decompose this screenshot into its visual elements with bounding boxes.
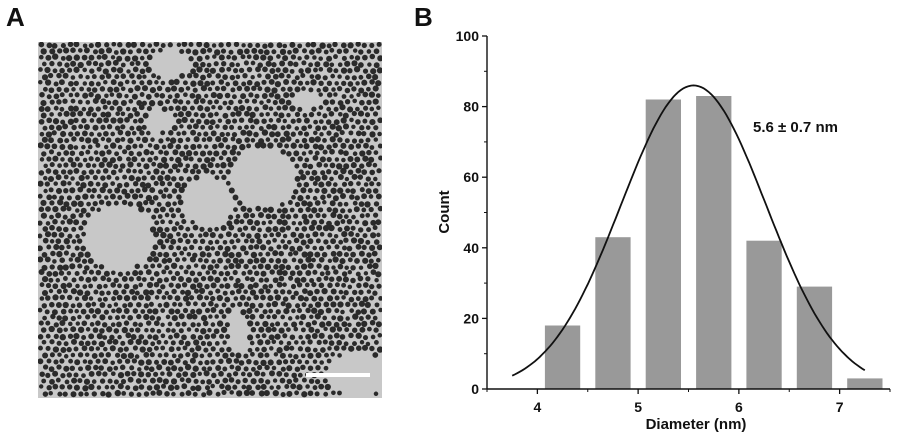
bars-layer: [544, 96, 883, 389]
x-tick-label: 6: [735, 399, 743, 415]
y-tick-label: 40: [463, 240, 479, 256]
gaussian-fit-curve: [511, 84, 866, 377]
y-tick-label: 100: [456, 28, 480, 44]
y-tick-label: 60: [463, 169, 479, 185]
panel-label-a: A: [6, 2, 25, 32]
scale-bar: [306, 373, 370, 377]
histogram-bar-3: [696, 96, 732, 389]
x-tick-label: 5: [634, 399, 642, 415]
tem-micrograph: [38, 42, 382, 398]
histogram-bar-4: [746, 240, 782, 389]
y-axis-title: Count: [436, 190, 453, 233]
x-tick-label: 7: [836, 399, 844, 415]
histogram-bar-6: [847, 378, 883, 389]
histogram-bar-2: [645, 99, 681, 389]
panel-label-b: B: [414, 2, 433, 32]
axes-layer: 0 20 40 60 80 100 4 5 6 7: [456, 28, 891, 415]
y-tick-label: 0: [471, 381, 479, 397]
x-axis-title: Diameter (nm): [646, 416, 747, 433]
y-tick-label: 80: [463, 99, 479, 115]
y-tick-label: 20: [463, 310, 479, 326]
x-tick-label: 4: [533, 399, 541, 415]
fit-annotation: 5.6 ± 0.7 nm: [753, 119, 838, 136]
histogram-bar-5: [796, 286, 833, 389]
histogram-bar-1: [595, 237, 631, 389]
nanoparticle-texture: [38, 42, 382, 398]
histogram-bar-0: [544, 325, 581, 389]
